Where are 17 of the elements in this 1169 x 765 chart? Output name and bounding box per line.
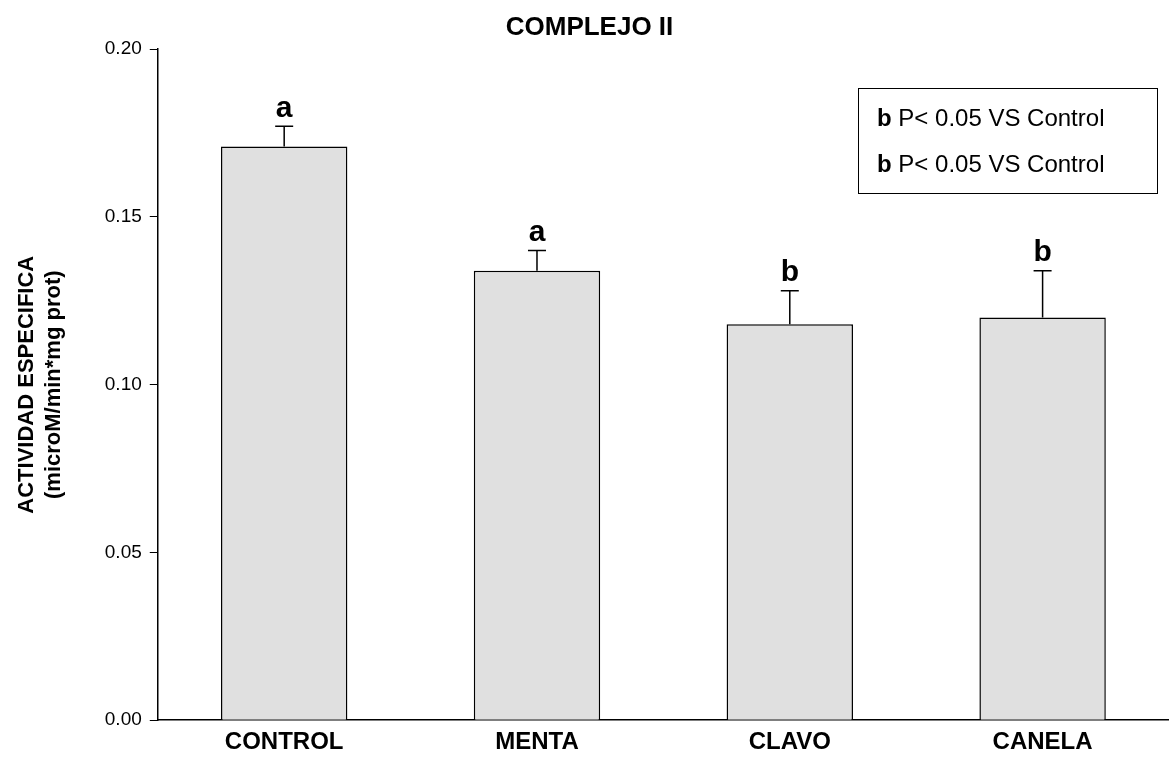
y-axis-title: ACTIVIDAD ESPECIFICA (microM/min*mg prot) xyxy=(13,255,65,514)
y-tick-label: 0.00 xyxy=(104,708,142,730)
chart-title: COMPLEJO II xyxy=(505,10,674,41)
annotation: a xyxy=(275,89,293,123)
annotation: b P< 0.05 VS Control xyxy=(877,150,1105,177)
annotation: a xyxy=(528,213,546,247)
y-tick-label: 0.05 xyxy=(104,540,142,562)
y-tick-label: 0.20 xyxy=(104,37,142,59)
y-tick-label: 0.10 xyxy=(104,372,142,394)
y-tick-label: 0.15 xyxy=(104,205,142,227)
x-tick-label: CANELA xyxy=(992,727,1093,755)
x-tick-label: CLAVO xyxy=(748,727,831,755)
annotation: b xyxy=(780,254,799,288)
x-tick-label: MENTA xyxy=(495,727,579,755)
annotation: b P< 0.05 VS Control xyxy=(877,104,1105,131)
x-tick-label: CONTROL xyxy=(224,727,344,755)
annotation: b xyxy=(1033,233,1052,267)
